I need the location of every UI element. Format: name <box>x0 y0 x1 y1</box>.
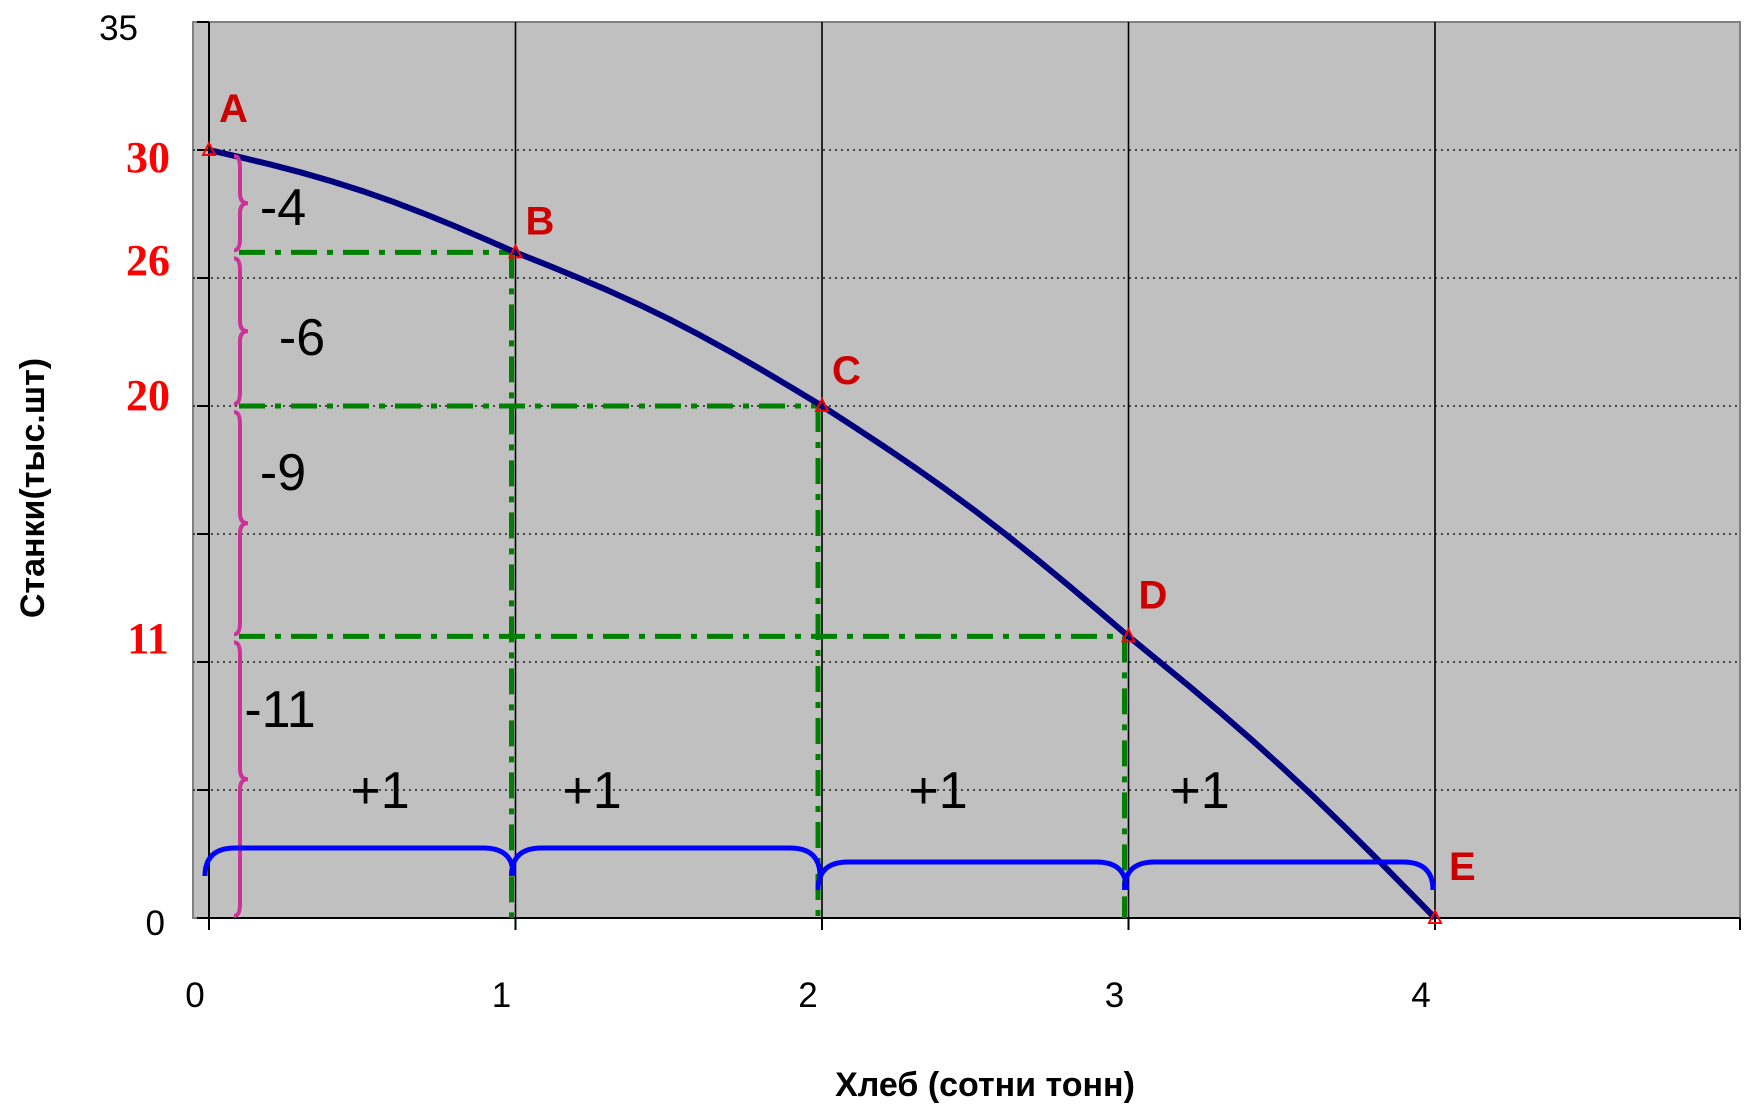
y-value-label: 11 <box>127 614 169 663</box>
decrement-label: -4 <box>260 179 306 237</box>
point-marker-B <box>507 243 524 259</box>
decrement-label: -6 <box>279 309 325 367</box>
plot-area <box>192 21 1741 919</box>
point-label-D: D <box>1139 573 1168 617</box>
y-value-label: 26 <box>126 236 170 285</box>
point-label-C: C <box>832 349 861 393</box>
decrement-label: -11 <box>244 681 315 739</box>
increment-label: +1 <box>350 762 409 820</box>
ppf-curve <box>208 147 1438 921</box>
x-tick-label: 2 <box>798 976 817 1015</box>
y-tick-label-top: 35 <box>99 9 138 48</box>
y-brace <box>233 410 249 637</box>
point-marker-E <box>1427 908 1443 924</box>
point-marker-C <box>814 396 830 412</box>
y-tick-label-bottom: 0 <box>146 904 165 943</box>
y-brace <box>233 256 249 406</box>
x-brace <box>1122 859 1436 891</box>
point-marker-D <box>1120 627 1137 643</box>
x-tick-label: 3 <box>1105 976 1124 1015</box>
x-tick-label: 1 <box>492 976 511 1015</box>
y-brace <box>233 640 249 918</box>
point-label-B: B <box>526 199 555 243</box>
point-label-E: E <box>1449 845 1476 889</box>
increment-label: +1 <box>562 762 621 820</box>
decrement-label: -9 <box>260 444 306 502</box>
y-axis-label: Станки(тыс.шт) <box>14 358 52 618</box>
x-brace <box>202 845 516 877</box>
x-tick-label: 0 <box>185 976 204 1015</box>
x-brace <box>815 859 1129 891</box>
x-brace <box>509 845 823 877</box>
point-label-A: A <box>219 87 248 131</box>
x-axis-label: Хлеб (сотни тонн) <box>835 1066 1135 1104</box>
increment-label: +1 <box>1170 762 1229 820</box>
y-brace <box>233 154 249 253</box>
x-tick-label: 4 <box>1411 976 1430 1015</box>
y-value-label: 20 <box>126 371 170 420</box>
increment-label: +1 <box>908 762 967 820</box>
y-value-label: 30 <box>126 133 170 182</box>
point-marker-A <box>201 140 217 156</box>
